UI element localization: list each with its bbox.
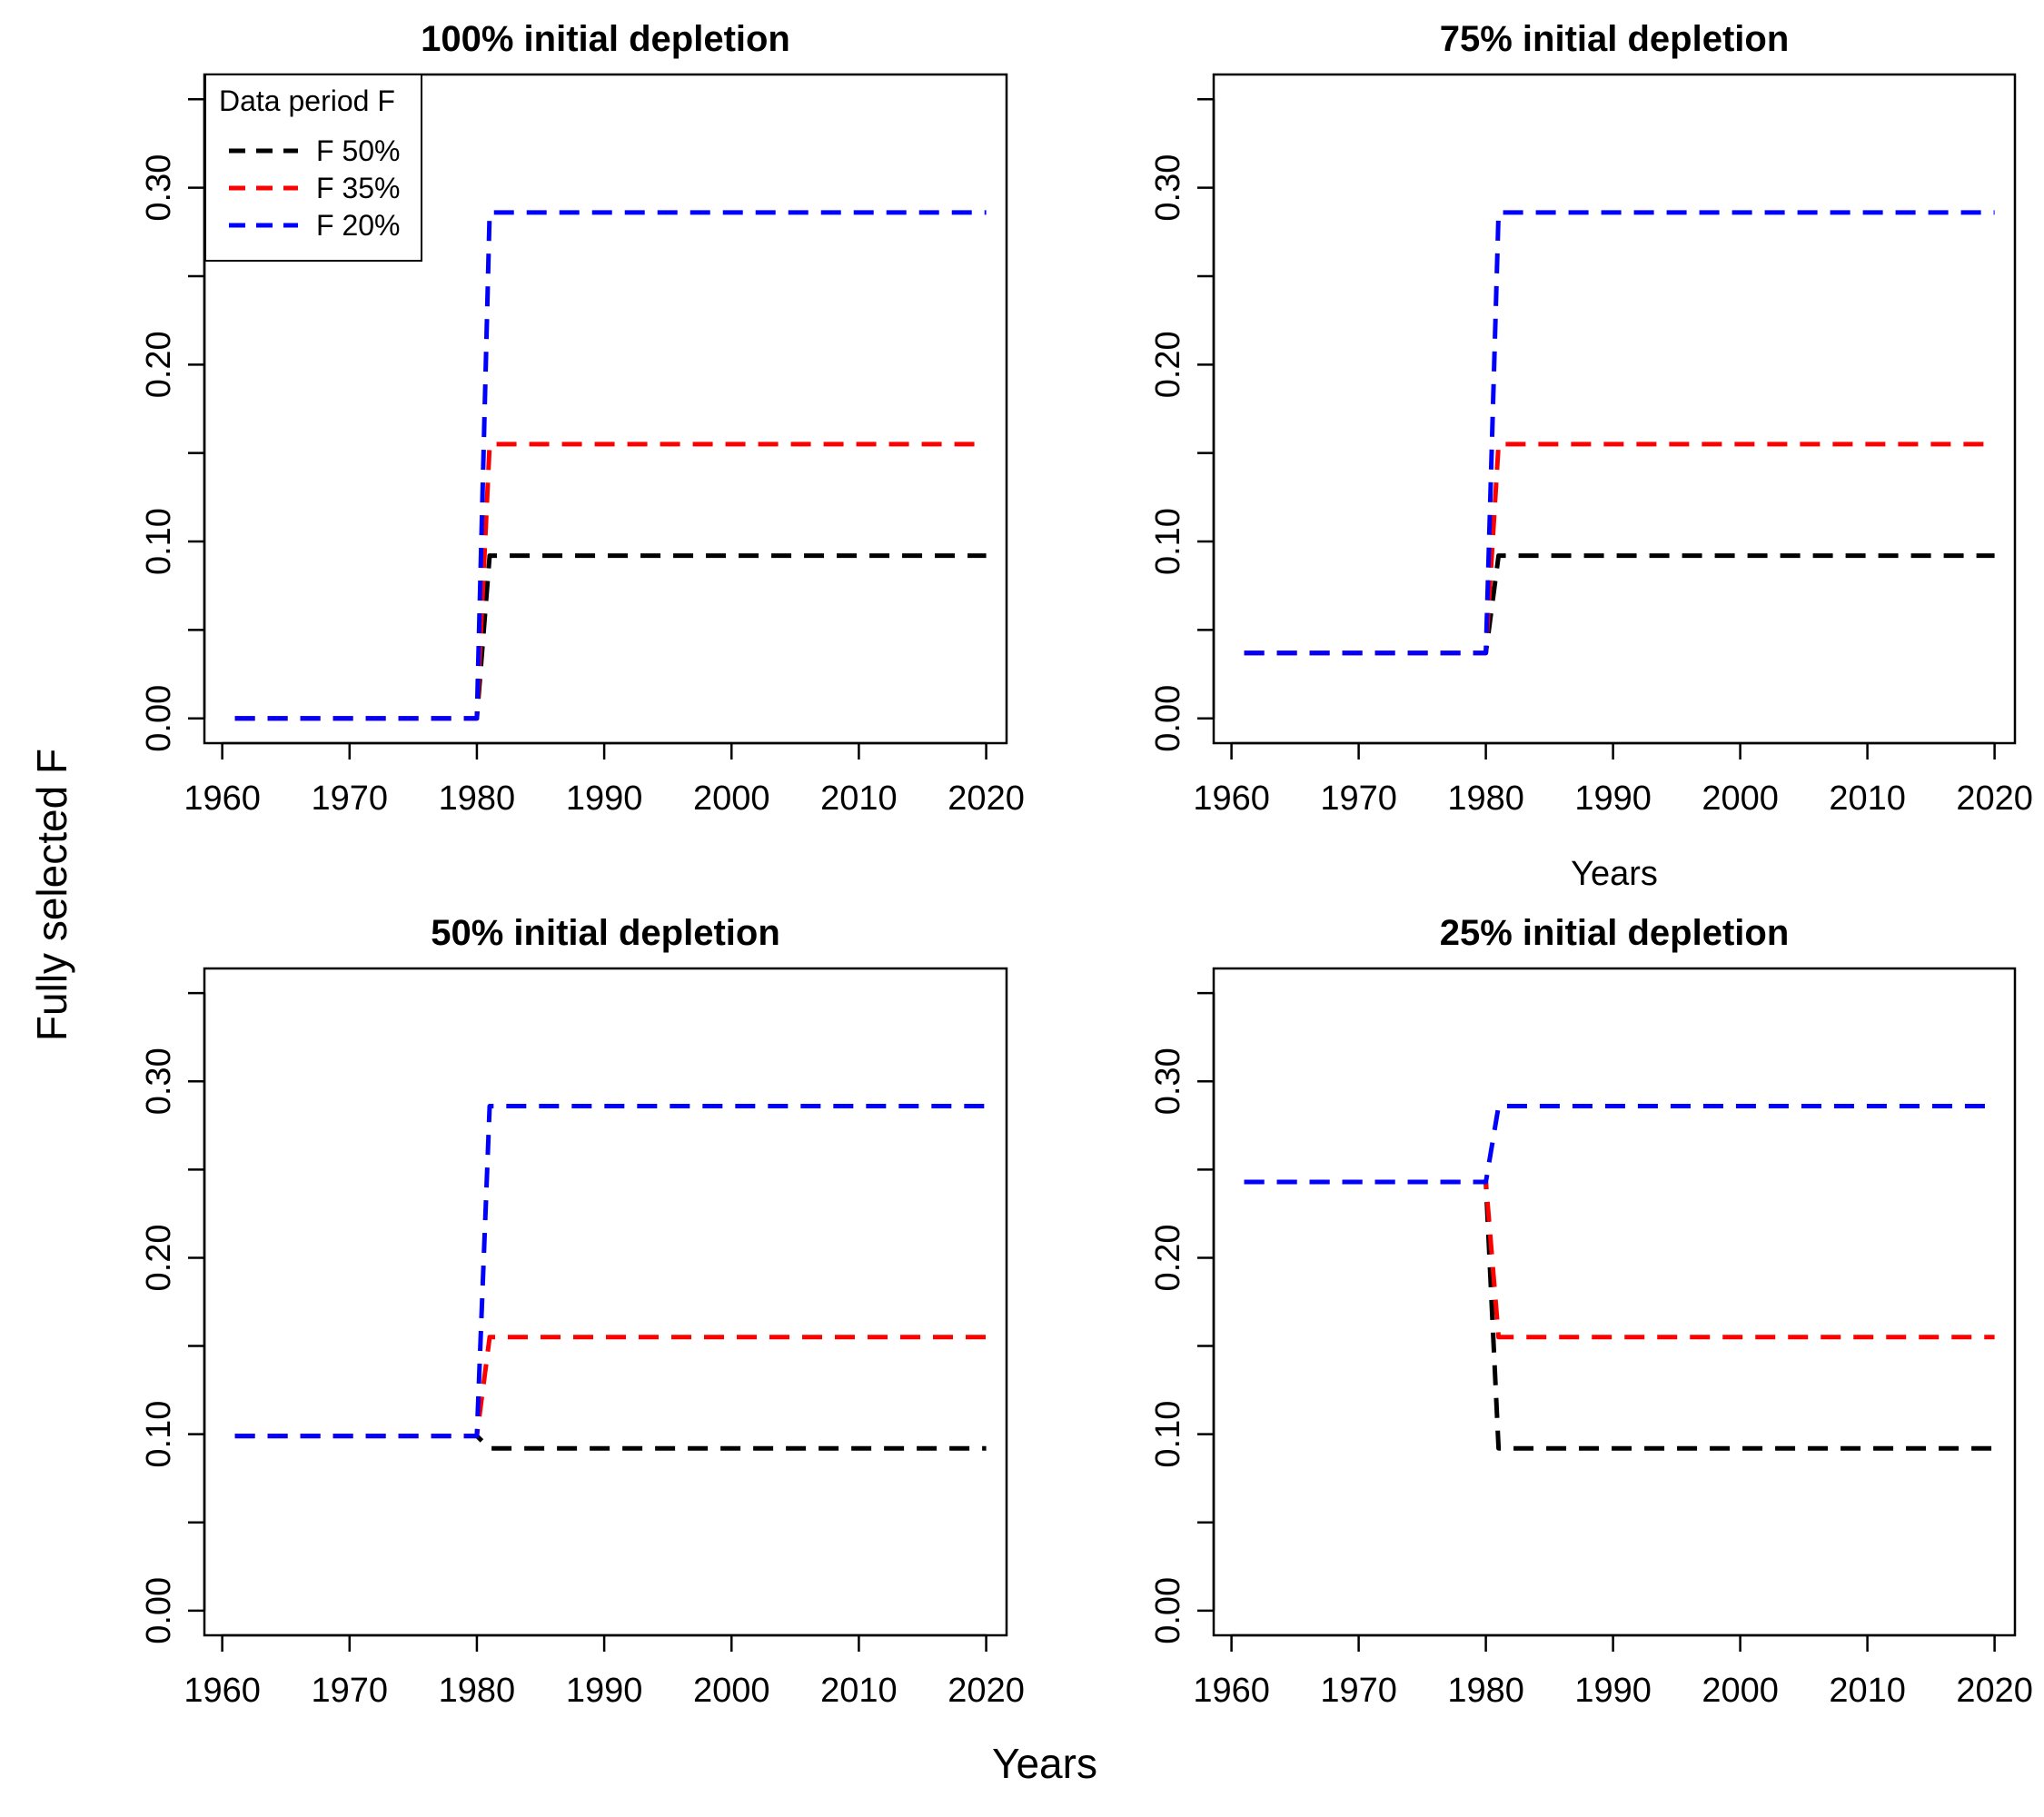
x-tick-label: 1980 [439,779,516,818]
panel-title: 50% initial depletion [431,913,780,953]
legend: Data period F F 50% F 35% F 20% [204,74,422,262]
x-tick-label: 1980 [439,1672,516,1710]
panel-title: 25% initial depletion [1440,913,1790,953]
x-tick-label: 1990 [566,1672,643,1710]
y-tick-label: 0.20 [1149,1224,1187,1291]
chart-panel: 75% initial depletion 1960 1970 1980 1990 200… [1149,19,2033,893]
y-axis-title: Fully selected F [28,749,75,1041]
x-tick-label: 1980 [1447,1672,1524,1710]
chart-panel: 50% initial depletion 1960 1970 1980 1990 200… [140,913,1025,1710]
y-tick-label: 0.10 [1149,508,1187,575]
panel-x-label: Years [1571,855,1658,893]
legend-label: F 50% [316,134,400,167]
y-tick-label: 0.20 [1149,331,1187,398]
y-tick-label: 0.10 [140,1401,178,1468]
x-tick-label: 2020 [948,779,1025,818]
x-tick-label: 2010 [1829,1672,1906,1710]
series-line [1244,1179,1995,1340]
x-tick-label: 2010 [1829,779,1906,818]
series-line [234,210,987,721]
x-tick-label: 1960 [184,779,261,818]
x-tick-label: 1970 [312,779,389,818]
x-tick-label: 2020 [1956,779,2033,818]
y-tick-label: 0.20 [140,331,178,398]
x-tick-label: 2020 [1956,1672,2033,1710]
plot-frame [1212,73,2017,745]
y-tick-label: 0.00 [140,685,178,752]
series-line [234,553,987,721]
legend-label: F 35% [316,172,400,204]
series-line [234,1434,987,1451]
plot-frame [1212,967,2017,1637]
plot-frame [203,967,1008,1637]
y-tick-label: 0.00 [140,1577,178,1644]
panels: 100% initial depletion 1960 1970 1980 1990 20… [140,19,2033,1710]
y-tick-label: 0.30 [140,1048,178,1115]
x-tick-label: 1960 [1193,1672,1270,1710]
x-tick-label: 1990 [1574,1672,1652,1710]
y-tick-label: 0.30 [1149,154,1187,222]
series-line [234,1335,987,1439]
legend-box [204,74,422,262]
x-tick-label: 1990 [1574,779,1652,818]
x-tick-label: 1970 [1320,1672,1397,1710]
x-tick-label: 2020 [948,1672,1025,1710]
y-tick-label: 0.10 [140,508,178,575]
panel-title: 100% initial depletion [421,19,790,59]
panel-title: 75% initial depletion [1440,19,1790,59]
y-tick-label: 0.10 [1149,1401,1187,1468]
y-tick-label: 0.30 [140,154,178,222]
x-tick-label: 2000 [1702,1672,1779,1710]
x-tick-label: 2010 [820,779,898,818]
y-tick-label: 0.00 [1149,685,1187,752]
series-line [1244,1179,1995,1451]
series-line [1244,210,1995,656]
x-tick-label: 2000 [1702,779,1779,818]
x-axis-title: Years [992,1740,1097,1787]
series-line [1244,1104,1995,1185]
legend-item: F 50% [229,134,400,167]
series-line [234,442,987,721]
series-line [1244,553,1995,656]
y-tick-label: 0.20 [140,1224,178,1291]
x-tick-label: 1990 [566,779,643,818]
x-tick-label: 1980 [1447,779,1524,818]
chart-panel: 100% initial depletion 1960 1970 1980 1990 20… [140,19,1025,818]
x-tick-label: 1970 [1320,779,1397,818]
x-tick-label: 1960 [184,1672,261,1710]
x-tick-label: 1960 [1193,779,1270,818]
x-tick-label: 2000 [693,779,770,818]
x-tick-label: 2000 [693,1672,770,1710]
chart-panel: 25% initial depletion 1960 1970 1980 1990 200… [1149,913,2033,1710]
y-tick-label: 0.00 [1149,1577,1187,1644]
x-tick-label: 2010 [820,1672,898,1710]
legend-item: F 35% [229,172,400,204]
legend-label: F 20% [316,209,400,242]
series-line [1244,442,1995,656]
legend-item: F 20% [229,209,400,242]
legend-title: Data period F [219,84,395,117]
y-tick-label: 0.30 [1149,1048,1187,1115]
series-line [234,1104,987,1439]
x-tick-label: 1970 [312,1672,389,1710]
